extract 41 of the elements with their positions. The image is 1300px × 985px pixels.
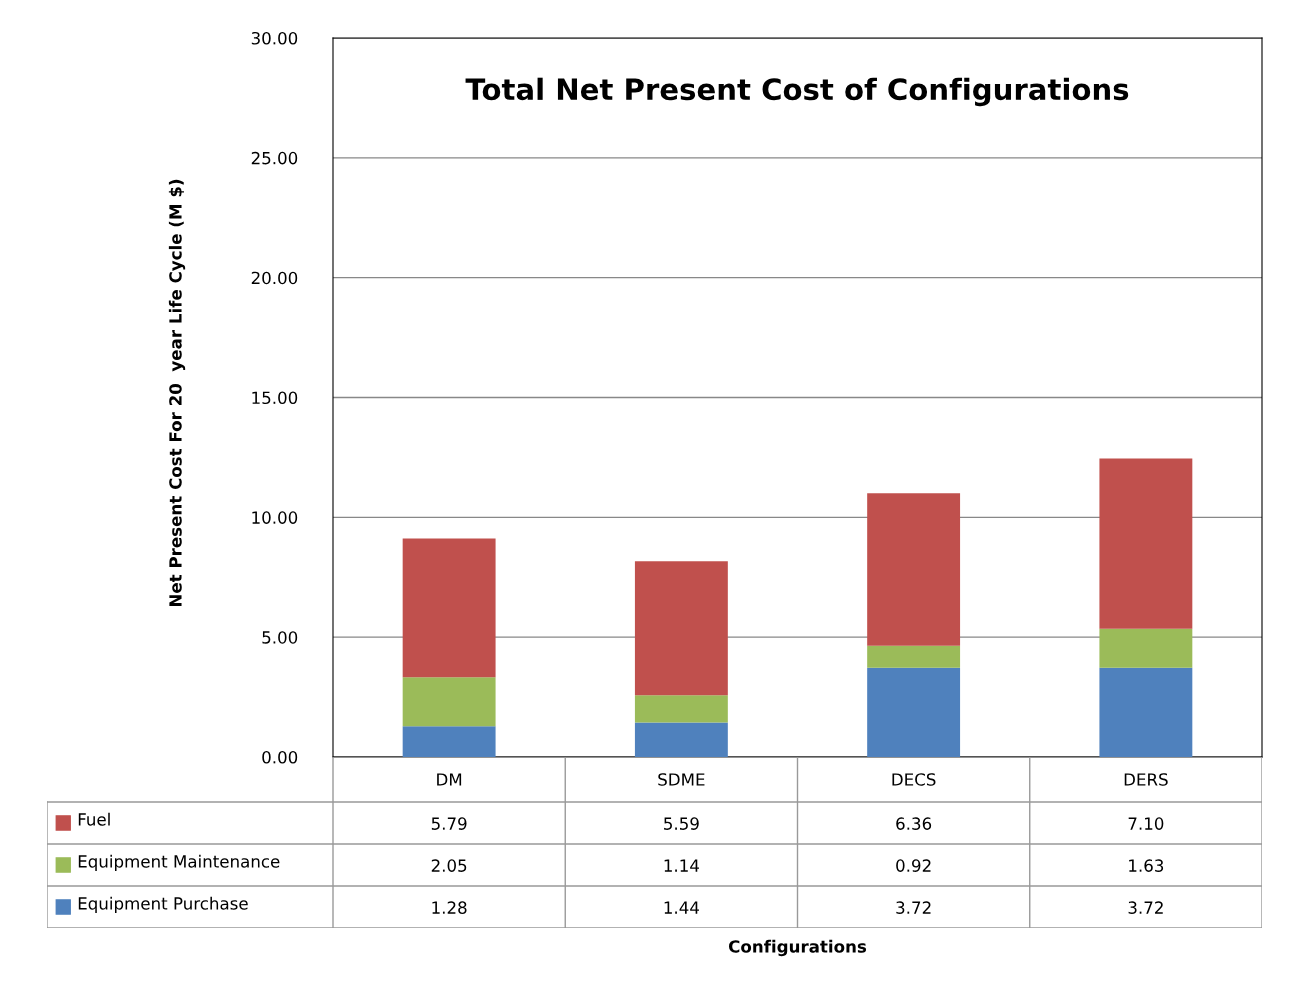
bar: [634, 722, 728, 757]
bar: [1099, 458, 1193, 629]
y-tick-label: 30.00: [251, 31, 298, 45]
x-tick-label: SDME: [658, 773, 705, 786]
bar: [867, 667, 961, 757]
y-tick-label: 0.00: [262, 750, 298, 764]
bar: [402, 726, 496, 757]
y-tick-label: 15.00: [252, 391, 298, 405]
data-label: 0.92: [896, 859, 931, 872]
data-label: 1.44: [664, 901, 699, 914]
bar: [1099, 628, 1193, 668]
data-label: 2.05: [431, 859, 467, 872]
data-label: 1.63: [1129, 859, 1164, 872]
bar: [867, 645, 961, 668]
y-tick-label: 25.00: [251, 151, 298, 165]
y-tick-label: 5.00: [262, 631, 298, 644]
bar: [402, 677, 496, 727]
data-label: 5.59: [664, 817, 699, 830]
bar: [1099, 667, 1193, 757]
bar: [634, 695, 728, 723]
data-label: 1.14: [664, 859, 699, 872]
x-tick-label: DM: [437, 773, 462, 786]
data-label: 1.28: [432, 901, 467, 914]
data-label: 5.79: [431, 817, 467, 830]
x-tick-label: DECS: [892, 773, 936, 786]
bar: [402, 538, 496, 678]
data-label: 6.36: [896, 817, 932, 830]
data-label: 3.72: [1128, 901, 1163, 914]
data-label: 3.72: [896, 901, 931, 914]
legend-label: Fuel: [78, 812, 110, 826]
bar: [634, 561, 728, 696]
y-tick-label: 10.00: [252, 511, 298, 524]
data-label: 7.10: [1128, 817, 1164, 830]
y-axis-title: Net Present Cost For 20 year Life Cycle (M $): [168, 179, 186, 607]
bar: [867, 493, 961, 646]
x-tick-label: DERS: [1124, 773, 1168, 786]
text: Total Net Present Cost of Configurations: [465, 77, 1129, 107]
legend-label: Equipment Purchase: [78, 896, 248, 913]
legend-label: Equipment Maintenance: [78, 854, 280, 871]
y-tick-label: 20.00: [251, 271, 298, 285]
text: Configurations: [728, 939, 867, 957]
